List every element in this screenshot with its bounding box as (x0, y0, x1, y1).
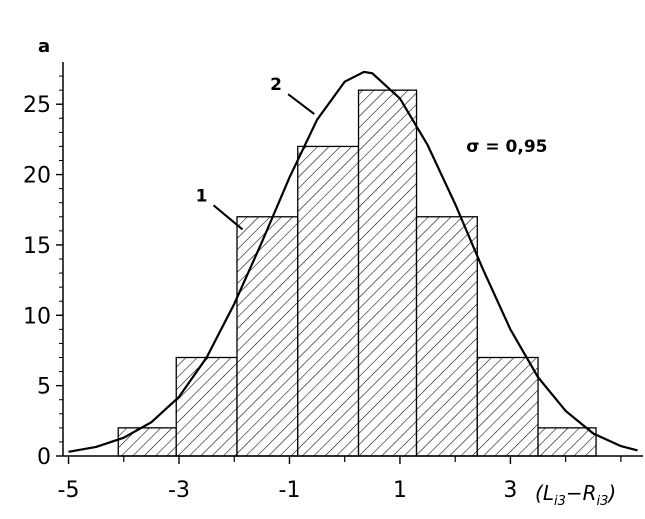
annotation-leader-1 (212, 204, 244, 231)
x-axis-label: (Li3−Ri3) (535, 481, 616, 509)
bar-3 (236, 216, 299, 457)
panel-label: a (38, 36, 50, 57)
x-tick-label-0: -5 (58, 478, 80, 503)
y-ticks: 0 5 10 15 20 25 (23, 75, 63, 470)
bar-2 (175, 356, 238, 457)
histogram-bars (117, 89, 597, 457)
x-ticks: -5 -3 -1 1 3 (58, 456, 622, 503)
annotation-3: σ = 0,95 (466, 137, 547, 157)
annotation-leader-2 (287, 93, 315, 115)
y-tick-label-3: 15 (23, 234, 51, 259)
y-tick-label-0: 0 (37, 445, 51, 470)
annotation-1: 1 (196, 186, 208, 206)
x-tick-label-2: -1 (279, 478, 301, 503)
annotation-2: 2 (270, 75, 282, 95)
annotations: 1 2 σ = 0,95 (196, 75, 548, 231)
y-tick-label-2: 10 (23, 304, 51, 329)
y-tick-label-1: 5 (37, 375, 51, 400)
bar-8 (537, 427, 597, 457)
x-tick-label-3: 1 (393, 478, 407, 503)
fit-curve (68, 70, 638, 453)
bar-6 (415, 216, 478, 457)
bar-7 (476, 356, 539, 457)
bar-5 (357, 89, 418, 457)
y-tick-label-4: 20 (23, 164, 51, 189)
x-tick-label-1: -3 (168, 478, 190, 503)
bar-4 (297, 145, 360, 457)
bar-1 (117, 427, 177, 457)
x-tick-label-4: 3 (503, 478, 517, 503)
y-tick-label-5: 25 (23, 93, 51, 118)
